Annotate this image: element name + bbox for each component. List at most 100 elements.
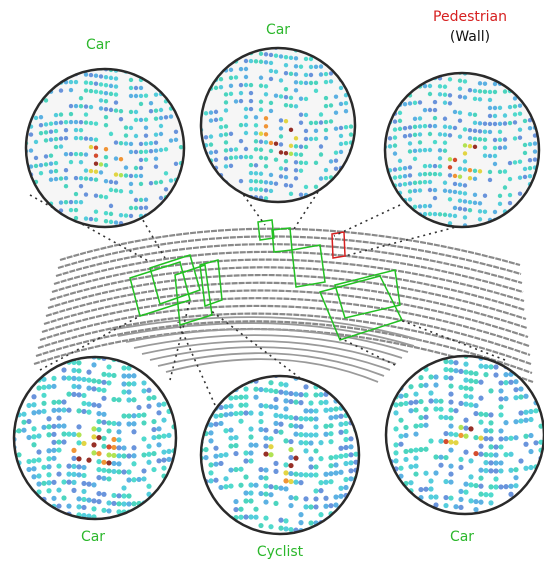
point (104, 123, 108, 127)
point (428, 494, 433, 499)
point (129, 150, 133, 154)
point (293, 416, 298, 421)
point (81, 377, 86, 382)
point (349, 164, 353, 168)
point (134, 198, 138, 202)
point (179, 97, 183, 101)
point (443, 93, 447, 97)
point (328, 463, 333, 468)
point (488, 412, 493, 417)
point (161, 377, 166, 382)
point (398, 159, 402, 163)
point (398, 466, 403, 471)
point (223, 476, 228, 481)
point (106, 380, 111, 385)
point (413, 351, 418, 356)
point (121, 365, 126, 370)
point (508, 508, 513, 513)
point (468, 426, 473, 431)
point (146, 460, 151, 465)
point (154, 164, 158, 168)
point (248, 434, 253, 439)
point (488, 130, 492, 134)
point (448, 439, 453, 444)
point (228, 371, 233, 376)
point (144, 149, 148, 153)
point (263, 443, 268, 448)
point (329, 103, 333, 107)
point (29, 132, 33, 136)
point (154, 132, 158, 136)
point (308, 416, 313, 421)
point (284, 87, 288, 91)
point (299, 121, 303, 125)
point (483, 468, 488, 473)
point (383, 105, 387, 109)
point (458, 465, 463, 470)
point (234, 43, 238, 47)
point (76, 392, 81, 397)
point (141, 508, 146, 513)
point (273, 461, 278, 466)
point (343, 397, 348, 402)
point (161, 401, 166, 406)
point (413, 77, 417, 81)
point (104, 115, 108, 119)
point (493, 114, 497, 118)
point (533, 376, 538, 381)
point (473, 451, 478, 456)
point (248, 458, 253, 463)
point (199, 80, 203, 84)
point (458, 135, 462, 139)
point (523, 87, 527, 91)
point (324, 128, 328, 132)
point (344, 101, 348, 105)
point (209, 70, 213, 74)
point (448, 479, 453, 484)
point (209, 198, 213, 202)
point (39, 115, 43, 119)
point (99, 194, 103, 198)
point (263, 403, 268, 408)
point (248, 370, 253, 375)
point (71, 384, 76, 389)
point (339, 150, 343, 154)
point (493, 452, 498, 457)
point (154, 140, 158, 144)
point (503, 484, 508, 489)
point (493, 460, 498, 465)
point (423, 172, 427, 176)
point (198, 480, 203, 485)
point (253, 387, 258, 392)
point (348, 452, 353, 457)
point (214, 86, 218, 90)
point (233, 499, 238, 504)
point (448, 471, 453, 476)
point (141, 356, 146, 361)
point (214, 198, 218, 202)
point (171, 480, 176, 485)
point (304, 129, 308, 133)
point (131, 461, 136, 466)
point (134, 110, 138, 114)
point (433, 188, 437, 192)
point (228, 467, 233, 472)
point (156, 410, 161, 415)
point (533, 504, 538, 509)
point (101, 372, 106, 377)
point (84, 88, 88, 92)
point (164, 147, 168, 151)
point (279, 78, 283, 82)
point (458, 199, 462, 203)
point (151, 371, 156, 376)
point (348, 436, 353, 441)
point (284, 159, 288, 163)
point (323, 504, 328, 509)
point (348, 508, 353, 513)
point (463, 434, 468, 439)
point (383, 185, 387, 189)
point (96, 459, 101, 464)
point (46, 384, 51, 389)
point (218, 453, 223, 458)
point (224, 140, 228, 144)
